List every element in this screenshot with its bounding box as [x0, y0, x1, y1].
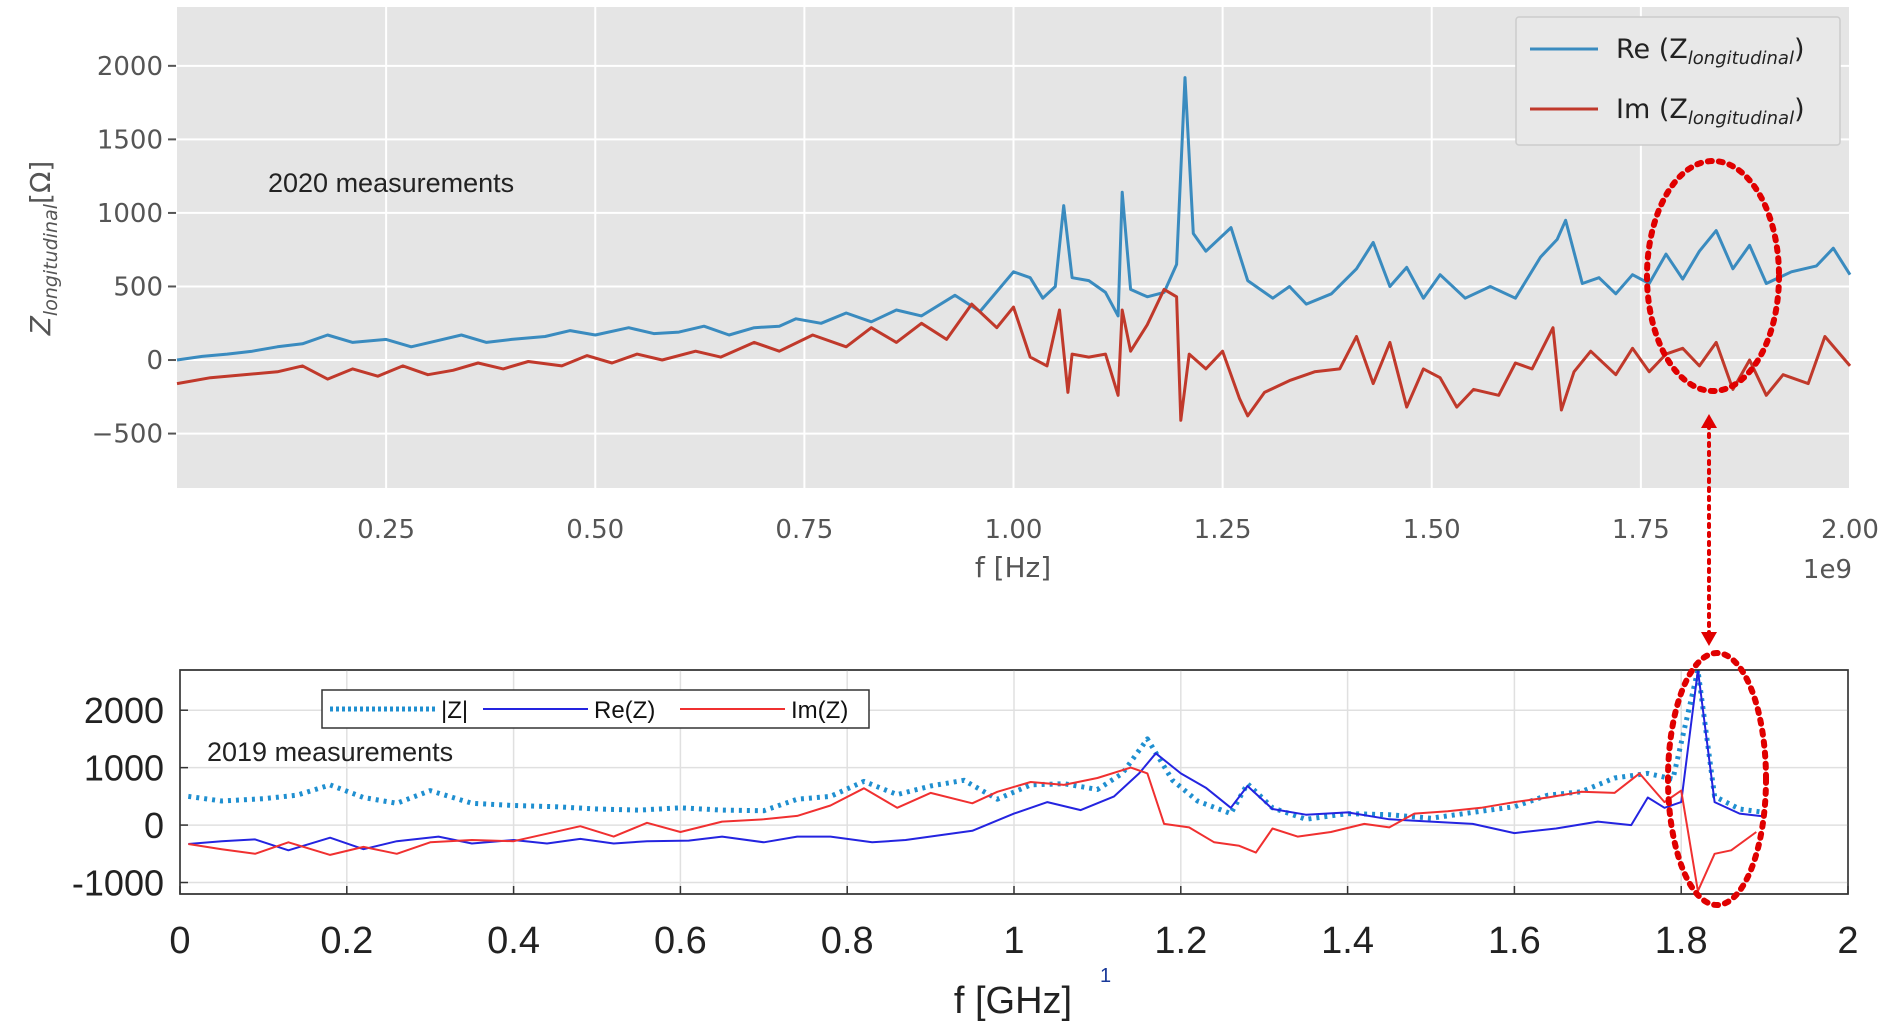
series-line-absz — [187, 670, 1765, 822]
series-line-im — [176, 287, 1852, 422]
y-tick-label: 2000 — [84, 690, 164, 731]
grid-2020 — [177, 7, 1851, 488]
x-tick-label: 0.2 — [320, 920, 373, 962]
legend-label-im: Im (Zlongitudinal) — [1616, 94, 1805, 129]
x-tick-label: 0.8 — [821, 920, 874, 962]
y-label-sub: longitudinal — [40, 203, 62, 316]
highlight-overlays — [1644, 158, 1782, 908]
x-offset-label-2020: 1e9 — [1803, 555, 1852, 585]
series-line-rez — [188, 670, 1765, 852]
y-tick-label: −500 — [92, 420, 163, 450]
highlight-ellipse-2020 — [1644, 158, 1782, 394]
y-tick-label: 500 — [113, 272, 163, 302]
annotation-2020: 2020 measurements — [268, 168, 514, 198]
connector-arrowhead-down — [1701, 632, 1717, 646]
x-tick-label: 2.00 — [1821, 515, 1879, 545]
plot-border-2019 — [179, 669, 1849, 895]
x-tick-label: 1 — [1003, 920, 1024, 962]
y-ticks-2019: -1000 0 1000 2000 — [72, 690, 188, 904]
y-label-main: Z — [24, 315, 57, 336]
y-tick-label: 0 — [144, 805, 164, 846]
series-line-re — [176, 76, 1852, 362]
x-axis-label-2019: f [GHz] — [954, 980, 1072, 1022]
x-tick-label: 1.00 — [985, 515, 1043, 545]
y-tick-label: 1000 — [84, 748, 164, 789]
x-ticks-2020: 0.25 0.50 0.75 1.00 1.25 1.50 1.75 2.00 — [357, 515, 1879, 545]
x-tick-label: 1.25 — [1194, 515, 1252, 545]
footnote-marker: 1 — [1100, 965, 1111, 987]
y-tick-label: -1000 — [72, 863, 164, 904]
connector-arrowhead-up — [1701, 414, 1717, 428]
y-tick-label: 1500 — [97, 125, 163, 155]
x-tick-label: 1.8 — [1655, 920, 1708, 962]
x-tick-label: 0.4 — [487, 920, 540, 962]
x-axis-label-2020: f [Hz] — [975, 551, 1051, 584]
chart-2020: −500 0 500 1000 1500 2000 0.25 0.50 0.75 1.00 1.2… — [24, 7, 1879, 585]
x-tick-label: 1.4 — [1321, 920, 1374, 962]
x-tick-label: 0.25 — [357, 515, 415, 545]
y-axis-label-2020: Zlongitudinal[Ω] — [24, 161, 62, 337]
series-2020 — [176, 76, 1852, 422]
legend-label-absz: |Z| — [441, 697, 468, 724]
x-tick-label: 0.50 — [566, 515, 624, 545]
highlight-ellipse-2019 — [1665, 650, 1769, 908]
legend-label-imz: Im(Z) — [791, 697, 848, 724]
x-ticks-2019: 0 0.2 0.4 0.6 0.8 1 1.2 1.4 1.6 1.8 2 — [169, 886, 1859, 962]
x-tick-label: 2 — [1837, 920, 1858, 962]
legend-2019: |Z| Re(Z) Im(Z) — [321, 689, 870, 729]
x-tick-label: 1.75 — [1612, 515, 1670, 545]
x-tick-label: 0.6 — [654, 920, 707, 962]
x-tick-label: 0 — [169, 920, 190, 962]
y-tick-label: 2000 — [97, 52, 163, 82]
legend-label-rez: Re(Z) — [594, 697, 655, 724]
x-tick-label: 0.75 — [775, 515, 833, 545]
legend-2020: Re (Zlongitudinal) Im (Zlongitudinal) — [1515, 16, 1841, 146]
x-tick-label: 1.6 — [1488, 920, 1541, 962]
y-label-unit: [Ω] — [24, 161, 57, 204]
x-tick-label: 1.2 — [1154, 920, 1207, 962]
series-line-imz — [188, 766, 1757, 893]
series-2019 — [187, 670, 1765, 893]
y-tick-label: 1000 — [97, 199, 163, 229]
y-tick-label: 0 — [146, 346, 163, 376]
x-tick-label: 1.50 — [1403, 515, 1461, 545]
y-ticks-2020: −500 0 500 1000 1500 2000 — [92, 52, 176, 450]
legend-label-re: Re (Zlongitudinal) — [1616, 34, 1805, 69]
annotation-2019: 2019 measurements — [207, 737, 453, 767]
